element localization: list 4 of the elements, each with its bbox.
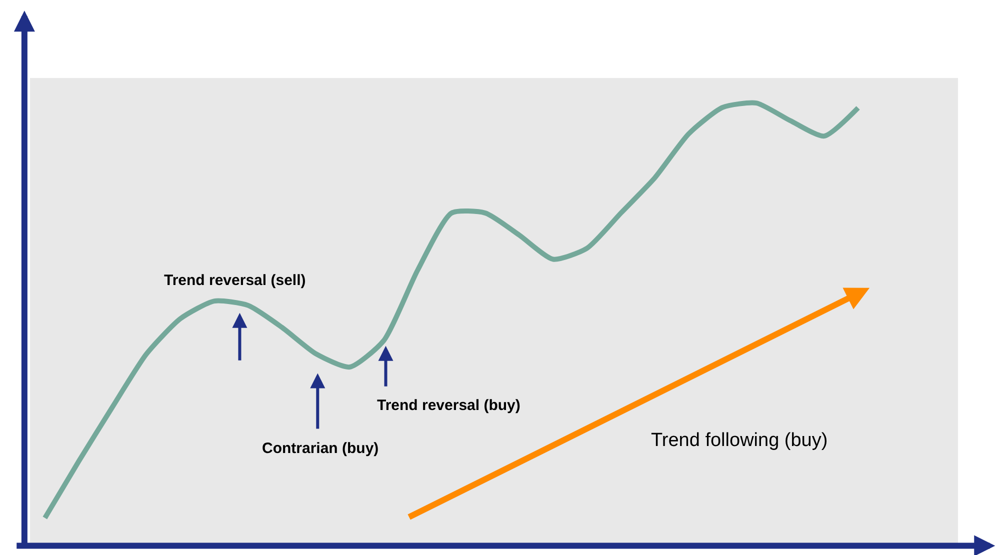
annotation: Trend reversal (buy) xyxy=(377,397,520,414)
annotation: Contrarian (buy) xyxy=(262,440,379,457)
annotation: Trend reversal (sell) xyxy=(164,272,306,289)
annotation: Trend following (buy) xyxy=(651,430,828,451)
